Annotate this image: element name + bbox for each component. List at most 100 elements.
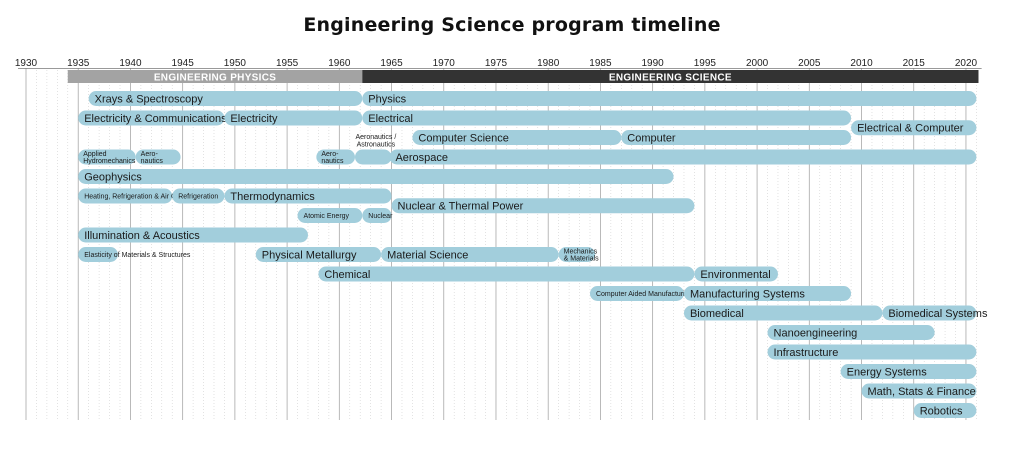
bar-label: Electrical bbox=[368, 113, 413, 125]
timeline-bar bbox=[840, 364, 977, 379]
bar-label: Environmental bbox=[700, 269, 770, 281]
bar-label: Computer Science bbox=[418, 132, 509, 144]
era-label: ENGINEERING PHYSICS bbox=[154, 72, 276, 83]
bar-label: Robotics bbox=[920, 405, 963, 417]
bar-label-line: nautics bbox=[321, 158, 344, 165]
x-tick-label: 2020 bbox=[955, 58, 978, 69]
x-tick-label: 1965 bbox=[380, 58, 403, 69]
timeline-bar bbox=[88, 91, 363, 106]
bar-label: Electricity bbox=[230, 113, 278, 125]
bar-label: Computer Aided Manufacturing bbox=[596, 291, 693, 298]
timeline-bar bbox=[78, 169, 674, 184]
bar-label: Energy Systems bbox=[847, 366, 928, 378]
bar-label: Biomedical Systems bbox=[888, 308, 988, 320]
bar-label: Refrigeration bbox=[178, 194, 218, 201]
era-label: ENGINEERING SCIENCE bbox=[609, 72, 732, 83]
timeline-bar bbox=[78, 110, 225, 126]
x-tick-label: 1935 bbox=[67, 58, 90, 69]
timeline-bar bbox=[621, 130, 852, 145]
bar-label: Illumination & Acoustics bbox=[84, 230, 200, 242]
timeline-bar bbox=[913, 403, 977, 418]
timeline-bar bbox=[381, 247, 559, 262]
annotation-label-line: Astronautics bbox=[357, 142, 396, 149]
bar-label: Math, Stats & Finance bbox=[868, 386, 976, 398]
bar-label: Nuclear & Thermal Power bbox=[398, 201, 524, 213]
bar-label-line: Mechanics bbox=[564, 249, 598, 256]
x-tick-label: 1940 bbox=[119, 58, 142, 69]
chart-title: Engineering Science program timeline bbox=[303, 14, 721, 36]
x-tick-label: 2010 bbox=[850, 58, 873, 69]
bar-label-line: nautics bbox=[141, 158, 164, 165]
x-tick-label: 1995 bbox=[694, 58, 717, 69]
timeline-bar bbox=[851, 120, 977, 136]
era-band bbox=[67, 70, 363, 83]
bar-label-line: & Materials bbox=[564, 256, 600, 263]
bar-label: Material Science bbox=[387, 249, 468, 261]
timeline-bar bbox=[318, 266, 695, 282]
bar-label: Aerospace bbox=[395, 152, 448, 164]
timeline-bar bbox=[362, 110, 852, 126]
x-tick-label: 1955 bbox=[276, 58, 299, 69]
bar-label: Geophysics bbox=[84, 171, 142, 183]
bar-label: Aero-nautics bbox=[321, 151, 344, 165]
timeline-bar bbox=[558, 247, 596, 262]
bar-label: Electricity & Communications bbox=[84, 113, 227, 125]
timeline-bar bbox=[861, 383, 977, 399]
timeline-bar bbox=[78, 149, 136, 165]
x-tick-label: 1930 bbox=[15, 58, 38, 69]
timeline-bar bbox=[297, 208, 363, 223]
bar-label: Physics bbox=[368, 93, 406, 105]
timeline-bar bbox=[354, 149, 392, 165]
bar-label: Computer bbox=[627, 132, 676, 144]
bar-label: Manufacturing Systems bbox=[690, 288, 805, 300]
timeline-bar bbox=[78, 188, 173, 204]
x-tick-label: 1980 bbox=[537, 58, 560, 69]
timeline-bar bbox=[767, 344, 977, 360]
bar-label: Mechanics & Materials bbox=[564, 249, 600, 263]
timeline-bar bbox=[224, 110, 363, 126]
timeline-bar bbox=[767, 325, 935, 340]
bar-label-line: Applied bbox=[83, 151, 106, 158]
annotation-label-line: Aeronautics / bbox=[355, 134, 396, 141]
bar-label: Infrastructure bbox=[774, 347, 839, 359]
x-tick-label: 1975 bbox=[485, 58, 508, 69]
timeline-bar bbox=[78, 247, 118, 262]
bar-label: Aero-nautics bbox=[141, 151, 164, 165]
timeline-bar bbox=[589, 286, 684, 301]
bar-label: Xrays & Spectroscopy bbox=[95, 93, 204, 105]
bar-label: Physical Metallurgy bbox=[262, 249, 357, 261]
x-tick-label: 1950 bbox=[224, 58, 247, 69]
timeline-bar bbox=[694, 266, 778, 282]
x-tick-label: 1970 bbox=[433, 58, 456, 69]
x-tick-label: 2000 bbox=[746, 58, 769, 69]
bar-label: Heating, Refrigeration & Air Conditionin… bbox=[84, 194, 210, 201]
timeline-bar bbox=[882, 305, 977, 321]
bar-label: Thermodynamics bbox=[230, 191, 315, 203]
bar-label: Biomedical bbox=[690, 308, 744, 320]
timeline-bar bbox=[224, 188, 392, 204]
bar-label: Atomic Energy bbox=[304, 213, 350, 220]
bar-label-line: Hydromechanics bbox=[83, 158, 136, 165]
timeline-bar bbox=[362, 91, 977, 106]
bar-label: Chemical bbox=[324, 269, 370, 281]
annotation-label: Aeronautics / Astronautics bbox=[355, 134, 396, 149]
timeline-bar bbox=[391, 198, 695, 214]
bar-label: Nanoengineering bbox=[774, 327, 858, 339]
bar-label: Electrical & Computer bbox=[857, 123, 964, 135]
timeline-bar bbox=[412, 130, 622, 145]
bar-label: Applied Hydromechanics bbox=[83, 151, 136, 165]
timeline-bar bbox=[172, 188, 225, 204]
timeline-bar bbox=[255, 247, 382, 262]
x-tick-label: 2015 bbox=[903, 58, 926, 69]
timeline-bar bbox=[683, 286, 852, 301]
x-tick-label: 1945 bbox=[172, 58, 195, 69]
bar-label-line: Aero- bbox=[321, 151, 339, 158]
bar-label: Elasticity of Materials & Structures bbox=[84, 252, 191, 259]
timeline-bar bbox=[78, 227, 308, 243]
x-tick-label: 1990 bbox=[642, 58, 665, 69]
x-tick-label: 1960 bbox=[328, 58, 351, 69]
x-tick-label: 2005 bbox=[798, 58, 821, 69]
bar-label: Nuclear bbox=[368, 213, 393, 220]
era-band bbox=[362, 70, 979, 83]
